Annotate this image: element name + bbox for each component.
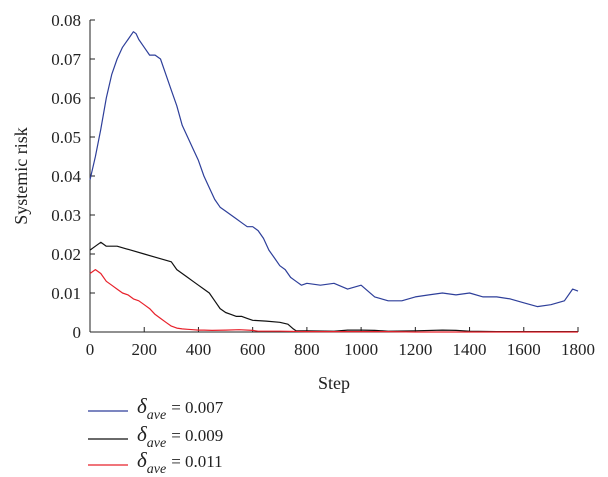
y-tick-label: 0.05 xyxy=(51,128,81,147)
x-tick-label: 1000 xyxy=(344,340,378,359)
y-tick-label: 0.03 xyxy=(51,206,81,225)
legend-subscript: ave xyxy=(147,436,166,451)
x-ticks: 0 200 400 600 800 1000 1200 1400 1600 1800 xyxy=(86,327,595,359)
y-tick-label: 0.01 xyxy=(51,284,81,303)
legend-symbol: δ xyxy=(137,422,148,446)
legend-symbol: δ xyxy=(137,394,148,418)
y-tick-label: 0 xyxy=(73,323,82,342)
x-tick-label: 1800 xyxy=(561,340,595,359)
legend-value: = 0.007 xyxy=(171,398,224,417)
x-tick-label: 800 xyxy=(294,340,320,359)
series-line-2 xyxy=(89,241,578,333)
legend-label-2: δave = 0.009 xyxy=(137,422,223,451)
x-tick-label: 1400 xyxy=(453,340,487,359)
series-lines xyxy=(89,31,579,333)
y-tick-label: 0.02 xyxy=(51,245,81,264)
y-ticks: 0 0.01 0.02 0.03 0.04 0.05 0.06 0.07 0.08 xyxy=(51,11,95,342)
y-axis-title: Systemic risk xyxy=(11,127,31,225)
x-tick-label: 200 xyxy=(131,340,157,359)
x-tick-label: 0 xyxy=(86,340,95,359)
x-tick-label: 1600 xyxy=(507,340,541,359)
y-tick-label: 0.07 xyxy=(51,50,81,69)
x-axis-title: Step xyxy=(318,373,350,393)
legend-label-3: δave = 0.011 xyxy=(137,448,223,477)
y-tick-label: 0.08 xyxy=(51,11,81,30)
x-tick-label: 600 xyxy=(240,340,266,359)
legend-value: = 0.011 xyxy=(171,452,222,471)
y-tick-label: 0.04 xyxy=(51,167,81,186)
legend-value: = 0.009 xyxy=(171,426,223,445)
legend-symbol: δ xyxy=(137,448,148,472)
x-tick-label: 400 xyxy=(186,340,212,359)
series-line-3 xyxy=(89,269,578,333)
x-tick-label: 1200 xyxy=(398,340,432,359)
legend-subscript: ave xyxy=(147,408,166,423)
series-line-1 xyxy=(89,31,579,308)
legend-label-1: δave = 0.007 xyxy=(137,394,224,423)
legend-subscript: ave xyxy=(147,462,166,477)
y-tick-label: 0.06 xyxy=(51,89,81,108)
